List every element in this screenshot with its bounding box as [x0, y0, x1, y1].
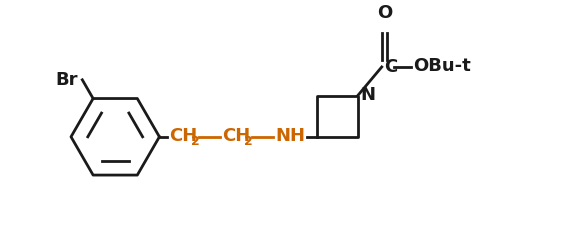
Text: Br: Br: [55, 71, 77, 89]
Text: CH: CH: [223, 127, 250, 145]
Text: C: C: [383, 58, 397, 76]
Text: N: N: [361, 86, 376, 104]
Text: CH: CH: [169, 127, 198, 145]
Text: 2: 2: [191, 135, 200, 148]
Text: OBu-t: OBu-t: [413, 57, 471, 75]
Text: O: O: [377, 4, 392, 22]
Text: NH: NH: [275, 127, 305, 145]
Text: 2: 2: [244, 135, 253, 148]
